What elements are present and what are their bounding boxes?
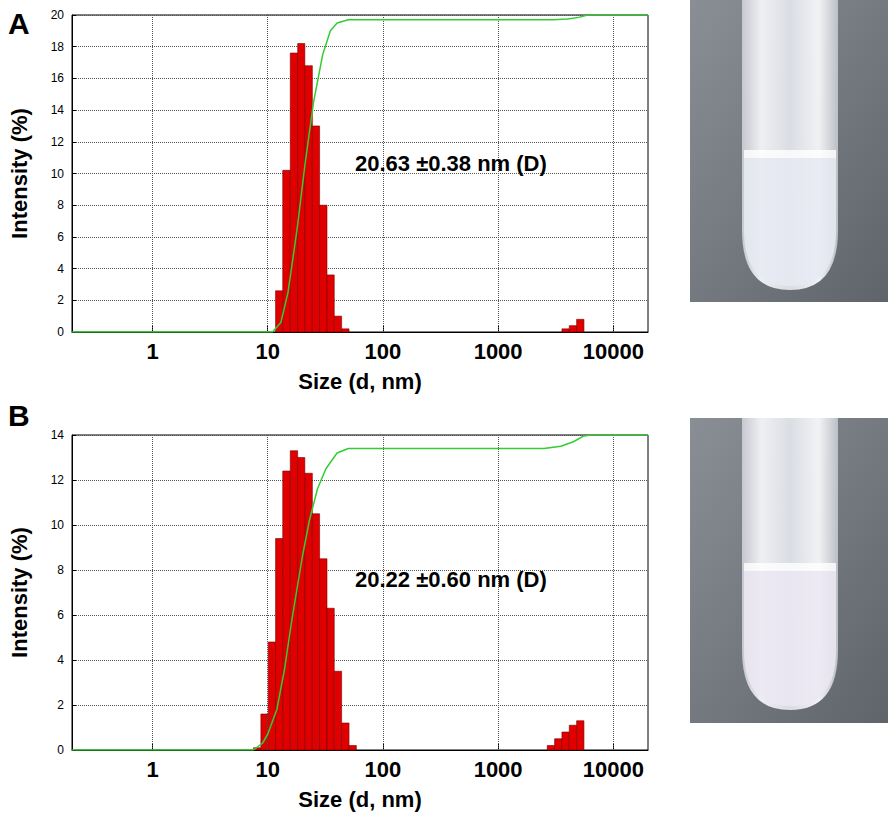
- svg-text:8: 8: [57, 563, 64, 577]
- svg-text:2: 2: [57, 698, 64, 712]
- svg-text:100: 100: [365, 757, 402, 782]
- svg-text:12: 12: [51, 135, 65, 149]
- svg-text:20.63 ±0.38 nm (D): 20.63 ±0.38 nm (D): [355, 151, 547, 176]
- svg-text:0: 0: [57, 743, 64, 757]
- svg-text:20.22 ±0.60 nm (D): 20.22 ±0.60 nm (D): [355, 567, 547, 592]
- svg-text:1: 1: [146, 757, 158, 782]
- svg-text:2: 2: [57, 293, 64, 307]
- svg-text:10000: 10000: [583, 757, 644, 782]
- svg-text:B: B: [8, 399, 30, 432]
- svg-text:Intensity (%): Intensity (%): [7, 527, 32, 658]
- svg-text:6: 6: [57, 230, 64, 244]
- svg-text:Size (d, nm): Size (d, nm): [298, 369, 421, 394]
- svg-text:6: 6: [57, 608, 64, 622]
- svg-text:16: 16: [51, 71, 65, 85]
- svg-text:10000: 10000: [583, 339, 644, 364]
- svg-text:18: 18: [51, 40, 65, 54]
- svg-text:14: 14: [51, 103, 65, 117]
- svg-text:Intensity (%): Intensity (%): [7, 108, 32, 239]
- svg-text:4: 4: [57, 262, 64, 276]
- svg-text:0: 0: [57, 325, 64, 339]
- svg-text:10: 10: [255, 339, 279, 364]
- svg-text:A: A: [8, 7, 30, 40]
- svg-text:Size (d, nm): Size (d, nm): [298, 787, 421, 812]
- svg-text:1000: 1000: [474, 757, 523, 782]
- svg-text:10: 10: [255, 757, 279, 782]
- svg-text:4: 4: [57, 653, 64, 667]
- svg-text:20: 20: [51, 8, 65, 22]
- svg-text:10: 10: [51, 518, 65, 532]
- svg-text:10: 10: [51, 167, 65, 181]
- svg-text:1: 1: [146, 339, 158, 364]
- svg-text:1000: 1000: [474, 339, 523, 364]
- svg-text:8: 8: [57, 198, 64, 212]
- svg-text:100: 100: [365, 339, 402, 364]
- svg-text:12: 12: [51, 473, 65, 487]
- svg-text:14: 14: [51, 428, 65, 442]
